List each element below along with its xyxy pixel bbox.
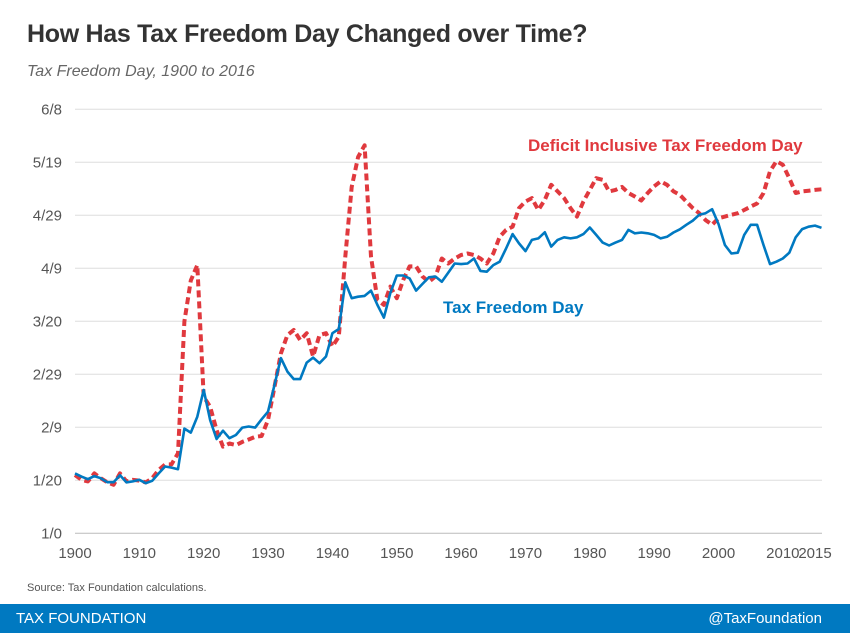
source-note: Source: Tax Foundation calculations. bbox=[27, 582, 207, 594]
x-tick-label: 1980 bbox=[573, 545, 606, 562]
annotation-tax-freedom-day: Tax Freedom Day bbox=[443, 298, 584, 317]
footer-handle[interactable]: @TaxFoundation bbox=[708, 610, 822, 627]
footer-bar: TAX FOUNDATION @TaxFoundation bbox=[0, 604, 850, 633]
x-tick-label: 1950 bbox=[380, 545, 413, 562]
series-line-deficit-inclusive bbox=[73, 143, 822, 487]
line-chart: 1/0 1/20 2/9 2/29 3/20 4/9 4/29 5/19 6/8 1900 191… bbox=[33, 101, 832, 562]
x-tick-label: 1970 bbox=[509, 545, 542, 562]
x-tick-label: 1910 bbox=[123, 545, 156, 562]
y-tick-label: 2/9 bbox=[41, 419, 62, 436]
x-tick-label: 1900 bbox=[58, 545, 91, 562]
y-tick-label: 4/9 bbox=[41, 260, 62, 277]
y-tick-label: 2/29 bbox=[33, 366, 62, 383]
y-tick-label: 5/19 bbox=[33, 154, 62, 171]
chart-subtitle: Tax Freedom Day, 1900 to 2016 bbox=[27, 63, 255, 80]
x-tick-label: 1960 bbox=[444, 545, 477, 562]
x-tick-label: 2010 bbox=[766, 545, 799, 562]
x-tick-label: 1940 bbox=[316, 545, 349, 562]
chart-title: How Has Tax Freedom Day Changed over Tim… bbox=[27, 20, 588, 48]
x-tick-label: 2000 bbox=[702, 545, 735, 562]
x-tick-label: 2015 bbox=[798, 545, 831, 562]
series-line-tax-freedom-day bbox=[74, 207, 822, 485]
x-tick-label: 1990 bbox=[637, 545, 670, 562]
y-tick-label: 3/20 bbox=[33, 313, 62, 330]
x-tick-label: 1920 bbox=[187, 545, 220, 562]
y-tick-label: 6/8 bbox=[41, 101, 62, 118]
y-tick-label: 4/29 bbox=[33, 207, 62, 224]
y-tick-label: 1/20 bbox=[33, 472, 62, 489]
footer-brand: TAX FOUNDATION bbox=[16, 610, 147, 627]
y-tick-label: 1/0 bbox=[41, 525, 62, 542]
annotation-deficit-inclusive: Deficit Inclusive Tax Freedom Day bbox=[528, 136, 803, 155]
x-tick-label: 1930 bbox=[251, 545, 284, 562]
